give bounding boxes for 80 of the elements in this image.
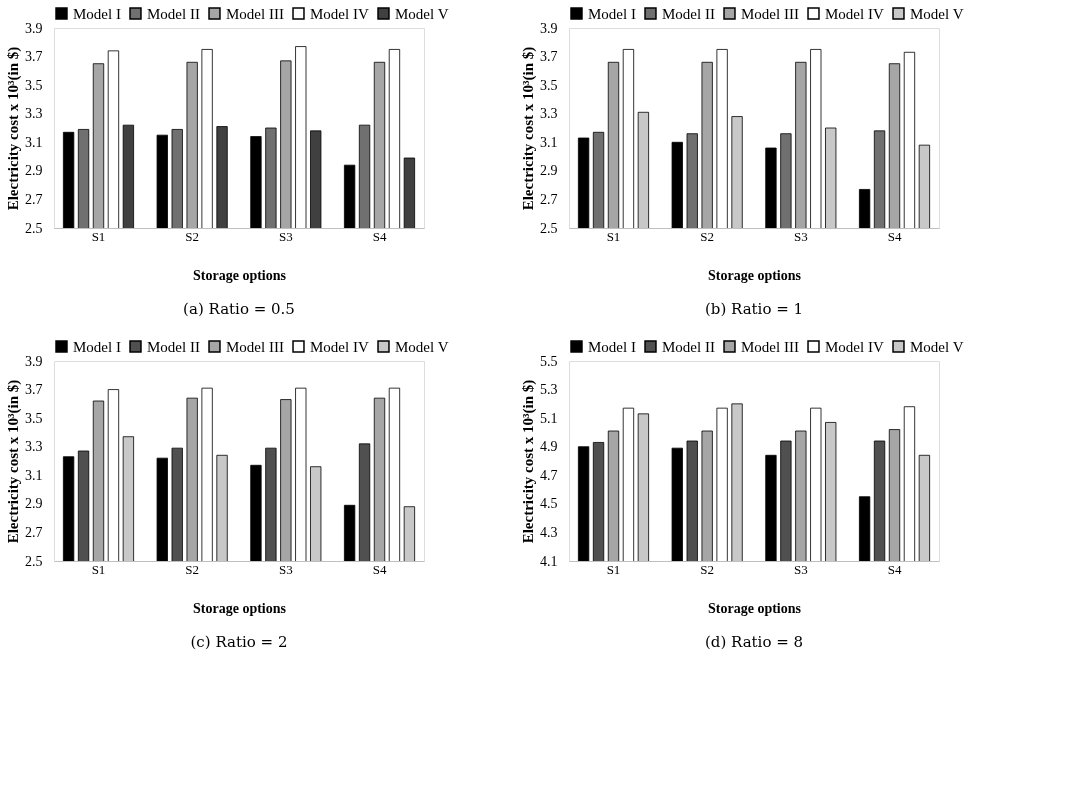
y-axis-title: Electricity cost x 10³(in $)	[520, 379, 537, 544]
legend-label: Model I	[588, 5, 636, 22]
legend-label: Model IV	[825, 338, 884, 355]
x-tick-label: S4	[887, 561, 902, 577]
y-axis-title: Electricity cost x 10³(in $)	[520, 46, 537, 211]
y-tick-label: 3.1	[25, 467, 43, 483]
y-tick-label: 3.1	[25, 134, 43, 150]
y-tick-label: 3.7	[540, 49, 558, 65]
x-axis-title: Storage options	[193, 267, 287, 283]
legend-label: Model III	[226, 5, 284, 22]
y-tick-label: 2.5	[540, 220, 558, 236]
legend-label: Model II	[147, 5, 200, 22]
legend-label: Model IV	[825, 5, 884, 22]
legend-label: Model V	[395, 5, 449, 22]
legend-label: Model IV	[310, 338, 369, 355]
x-axis-title: Storage options	[708, 600, 802, 616]
text: (b) Ratio = 1	[704, 300, 804, 318]
y-tick-label: 5.3	[540, 382, 558, 398]
y-tick-label: 3.5	[540, 77, 558, 93]
legend-label: Model V	[910, 5, 964, 22]
legend-label: Model II	[662, 5, 715, 22]
x-tick-label: S3	[793, 228, 808, 244]
x-tick-label: S1	[606, 228, 621, 244]
y-tick-label: 2.7	[25, 191, 43, 207]
legend-label: Model II	[662, 338, 715, 355]
y-tick-label: 3.3	[540, 106, 558, 122]
x-tick-label: S4	[372, 561, 387, 577]
x-tick-label: S4	[887, 228, 902, 244]
x-tick-label: S1	[91, 561, 106, 577]
y-tick-label: 3.9	[25, 353, 43, 369]
x-tick-label: S1	[91, 228, 106, 244]
legend-label: Model III	[741, 338, 799, 355]
text: (c) Ratio = 2	[190, 633, 288, 651]
y-tick-label: 3.3	[25, 106, 43, 122]
y-axis-title: Electricity cost x 10³(in $)	[5, 46, 22, 211]
x-tick-label: S2	[185, 228, 200, 244]
legend-label: Model III	[741, 5, 799, 22]
legend-label: Model V	[910, 338, 964, 355]
y-tick-label: 4.5	[540, 496, 558, 512]
y-tick-label: 2.5	[25, 220, 43, 236]
x-tick-label: S1	[606, 561, 621, 577]
y-tick-label: 2.5	[25, 553, 43, 569]
y-axis-title: Electricity cost x 10³(in $)	[5, 379, 22, 544]
y-tick-label: 4.3	[540, 524, 558, 540]
legend-label: Model I	[588, 338, 636, 355]
legend-label: Model V	[395, 338, 449, 355]
y-tick-label: 3.5	[25, 77, 43, 93]
x-tick-label: S4	[372, 228, 387, 244]
y-tick-label: 2.9	[25, 163, 43, 179]
legend-label: Model I	[73, 338, 121, 355]
x-tick-label: S3	[278, 228, 293, 244]
x-tick-label: S2	[700, 561, 715, 577]
x-axis-title: Storage options	[193, 600, 287, 616]
legend-label: Model I	[73, 5, 121, 22]
y-tick-label: 2.7	[25, 524, 43, 540]
legend-label: Model II	[147, 338, 200, 355]
y-tick-label: 3.5	[25, 410, 43, 426]
y-tick-label: 2.7	[540, 191, 558, 207]
y-tick-label: 5.1	[540, 410, 558, 426]
text: (a) Ratio = 0.5	[183, 300, 295, 318]
y-tick-label: 3.7	[25, 49, 43, 65]
y-tick-label: 5.5	[540, 353, 558, 369]
y-tick-label: 3.9	[25, 20, 43, 36]
y-tick-label: 4.1	[540, 553, 558, 569]
x-tick-label: S3	[278, 561, 293, 577]
y-tick-label: 2.9	[25, 496, 43, 512]
x-tick-label: S2	[185, 561, 200, 577]
legend-label: Model III	[226, 338, 284, 355]
legend-label: Model IV	[310, 5, 369, 22]
x-tick-label: S3	[793, 561, 808, 577]
x-tick-label: S2	[700, 228, 715, 244]
y-tick-label: 3.9	[540, 20, 558, 36]
y-tick-label: 3.1	[540, 134, 558, 150]
y-tick-label: 3.7	[25, 382, 43, 398]
text: (d) Ratio = 8	[704, 633, 804, 651]
y-tick-label: 4.9	[540, 439, 558, 455]
y-tick-label: 4.7	[540, 467, 558, 483]
y-tick-label: 2.9	[540, 163, 558, 179]
x-axis-title: Storage options	[708, 267, 802, 283]
y-tick-label: 3.3	[25, 439, 43, 455]
